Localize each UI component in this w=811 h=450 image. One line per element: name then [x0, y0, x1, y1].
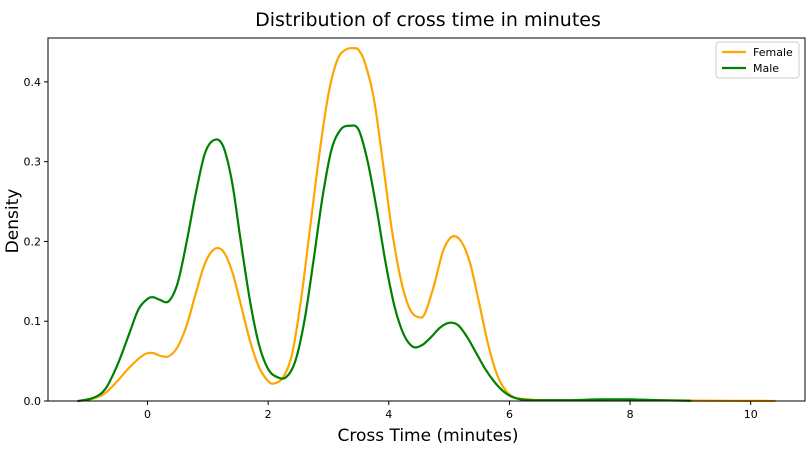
series-line-female [77, 46, 776, 403]
x-tick-label-0: 0 [144, 408, 151, 421]
y-tick-label-3: 0.3 [24, 156, 42, 169]
chart-title: Distribution of cross time in minutes [255, 9, 601, 31]
legend-label-male: Male [753, 62, 779, 75]
series-line-male [77, 124, 692, 403]
legend: Female Male [715, 41, 800, 79]
y-tick-label-1: 0.1 [24, 315, 42, 328]
y-tick-label-0: 0.0 [24, 395, 42, 408]
y-axis-label: Density [3, 189, 23, 254]
y-tick-label-2: 0.2 [24, 235, 42, 248]
x-tick-label-6: 6 [506, 408, 513, 421]
axes-frame [47, 37, 806, 402]
x-tick-label-2: 2 [265, 408, 272, 421]
y-tick-label-4: 0.4 [24, 76, 42, 89]
x-tick-label-4: 4 [385, 408, 392, 421]
x-tick-label-8: 8 [627, 408, 634, 421]
plot-area: 0 2 4 6 8 10 0.0 0.1 0.2 0.3 0.4 [24, 37, 806, 421]
x-axis-label: Cross Time (minutes) [337, 426, 518, 446]
legend-label-female: Female [753, 46, 793, 59]
x-tick-label-10: 10 [744, 408, 758, 421]
